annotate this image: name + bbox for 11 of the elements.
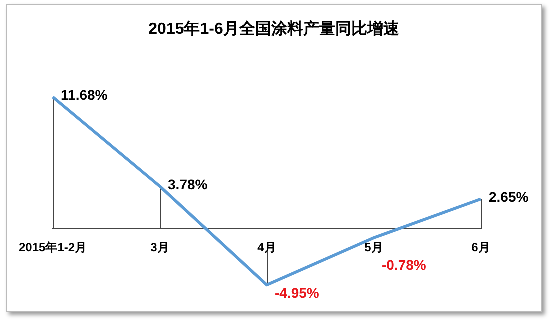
data-label: 3.78%	[168, 176, 208, 192]
x-tick-label: 4月	[258, 240, 276, 255]
x-tick-label: 5月	[364, 240, 384, 255]
data-label: 2.65%	[489, 189, 530, 206]
x-tick-label: 2015年1-2月	[18, 240, 88, 255]
data-label: 11.68%	[61, 87, 108, 104]
x-tick-label: 3月	[150, 240, 170, 255]
x-tick-label: 6月	[472, 240, 490, 255]
chart-title: 2015年1-6月全国涂料产量同比增速	[148, 19, 400, 40]
data-label: -4.95%	[275, 284, 320, 301]
data-label: -0.78%	[382, 257, 427, 274]
